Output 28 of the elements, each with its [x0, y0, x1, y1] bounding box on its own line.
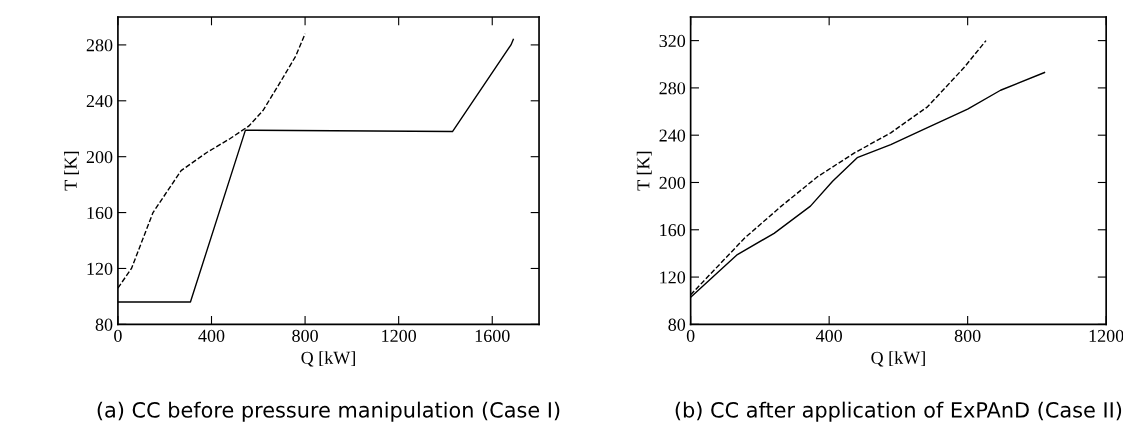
y-tick-label: 80 — [668, 318, 686, 331]
y-tick-label: 80 — [95, 318, 113, 331]
x-tick-label: 0 — [114, 329, 122, 342]
x-axis-title: Q [kW] — [301, 351, 355, 367]
y-tick-label: 280 — [659, 82, 686, 95]
y-tick-label: 120 — [87, 262, 113, 275]
x-tick-label: 400 — [815, 329, 842, 342]
y-axis-title: T [K] — [64, 151, 79, 191]
y-tick-label: 160 — [660, 224, 686, 237]
x-tick-label: 800 — [954, 329, 981, 342]
y-tick-label: 200 — [659, 176, 686, 189]
y-tick-label: 160 — [87, 206, 113, 220]
x-tick-label: 1200 — [1089, 329, 1123, 342]
x-tick-label: 1600 — [475, 329, 510, 342]
x-tick-label: 400 — [198, 329, 225, 342]
y-tick-label: 320 — [659, 34, 686, 48]
y-tick-label: 120 — [660, 271, 686, 284]
y-tick-label: 240 — [659, 129, 686, 142]
x-tick-label: 1200 — [382, 329, 417, 342]
x-axis-title: Q [kW] — [871, 351, 925, 367]
y-tick-label: 280 — [86, 39, 113, 52]
text: (a) CC before pressure manipulation (Case I) — [97, 401, 560, 422]
y-tick-label: 240 — [86, 95, 113, 108]
y-tick-label: 200 — [86, 150, 113, 164]
x-tick-label: 0 — [686, 329, 695, 342]
x-tick-label: 800 — [292, 329, 318, 342]
text: (b) CC after application of ExPAnD (Case II) — [675, 401, 1122, 422]
y-axis-title: T [K] — [636, 151, 652, 191]
